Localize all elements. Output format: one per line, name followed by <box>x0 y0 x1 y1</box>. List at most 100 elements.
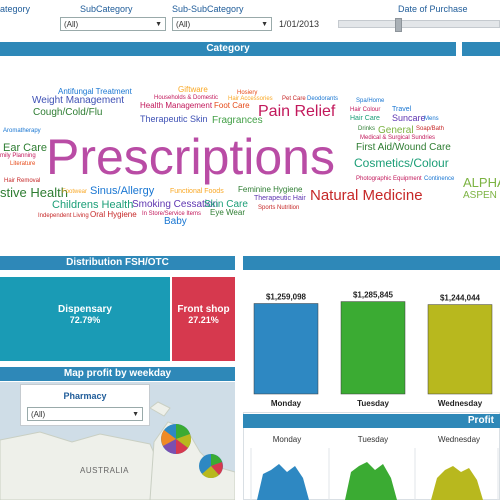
profit-day-label: Monday <box>272 435 302 444</box>
word-cloud-term[interactable]: Travel <box>392 106 412 113</box>
subsubcategory-select-value: (All) <box>176 20 191 29</box>
side-panel-title-bar <box>462 42 500 56</box>
frontshop-label: Front shop <box>177 304 230 315</box>
category-tick-label: Tuesday <box>357 399 389 408</box>
word-cloud-term[interactable]: Medical & Surgical Sundries <box>360 135 436 141</box>
word-cloud-term[interactable]: Suncare <box>392 113 426 123</box>
category-panel-title: Category <box>0 42 456 56</box>
word-cloud-term[interactable]: Prescriptions <box>46 129 335 185</box>
word-cloud-term[interactable]: Eye Wear <box>210 208 245 217</box>
word-cloud-term[interactable]: Feminine Hygiene <box>238 185 303 194</box>
category-tick-label: Wednesday <box>438 399 483 408</box>
weekday-bar[interactable] <box>253 303 319 395</box>
word-cloud-term[interactable]: Deodorants <box>307 96 339 102</box>
word-cloud-term[interactable]: Hair Care <box>350 115 380 122</box>
profit-panel-title-bar: Profit <box>243 414 500 428</box>
profit-map[interactable]: Pharmacy (All) ▼ AUSTRALIA <box>0 382 235 500</box>
word-cloud-term[interactable]: Skin Care <box>204 199 248 210</box>
bar-value-label: $1,244,044 <box>440 294 481 303</box>
profit-day-label: Tuesday <box>357 435 389 444</box>
word-cloud-term[interactable]: In Store/Service Items <box>142 211 202 217</box>
distribution-panel-title: Distribution FSH/OTC <box>0 256 235 270</box>
weekday-bar[interactable] <box>340 301 406 395</box>
category-filter-label: ategory <box>0 4 31 14</box>
bar-value-label: $1,259,098 <box>266 293 307 302</box>
word-cloud-term[interactable]: Health Management <box>140 101 213 110</box>
word-cloud-term[interactable]: Natural Medicine <box>310 187 423 204</box>
word-cloud-term[interactable]: Drinks <box>358 126 376 132</box>
map-pie-marker[interactable] <box>159 422 193 456</box>
word-cloud-term[interactable]: Baby <box>164 216 187 227</box>
tuesday-profit-area <box>345 462 397 500</box>
pharmacy-select[interactable]: (All) ▼ <box>27 407 143 421</box>
word-cloud-term[interactable]: Foot Care <box>214 101 250 110</box>
word-cloud-term[interactable]: Mens <box>424 116 439 122</box>
word-cloud-term[interactable]: Literature <box>10 161 36 167</box>
word-cloud-term[interactable]: ASPEN <box>463 190 497 201</box>
subcategory-filter-label: SubCategory <box>80 4 133 14</box>
word-cloud-term[interactable]: Soap/Bath <box>416 126 445 132</box>
word-cloud-term[interactable]: Smoking Cessation <box>132 199 219 210</box>
chevron-down-icon: ▼ <box>132 411 139 418</box>
word-cloud-term[interactable]: Footwear <box>62 189 88 195</box>
word-cloud-term[interactable]: Oral Hygiene <box>90 210 137 219</box>
word-cloud-term[interactable]: Therapeutic Hair <box>254 195 306 202</box>
pharmacy-filter-card: Pharmacy (All) ▼ <box>20 384 150 426</box>
word-cloud-term[interactable]: Sinus/Allergy <box>90 185 155 197</box>
date-start-value: 1/01/2013 <box>279 19 320 29</box>
wednesday-profit-area <box>431 466 483 500</box>
monday-profit-area <box>257 464 309 500</box>
word-cloud-term[interactable]: Hair Colour <box>350 107 381 113</box>
word-cloud-term[interactable]: Spa/Home <box>356 98 385 104</box>
weekday-bar[interactable] <box>427 304 493 395</box>
word-cloud-term[interactable]: Hair Removal <box>4 178 41 184</box>
word-cloud-term[interactable]: Cosmetics/Colour <box>354 156 449 170</box>
profit-area-charts <box>250 448 499 500</box>
word-cloud-term[interactable]: Continence <box>424 176 455 182</box>
weekday-bar-chart: $1,259,098 Monday $1,285,845 Tuesday $1,244,… <box>253 291 493 408</box>
word-cloud-term[interactable]: First Aid/Wound Care <box>356 142 451 153</box>
profit-panel-title: Profit <box>467 415 494 426</box>
subcategory-select[interactable]: (All) ▼ <box>60 17 166 31</box>
subcategory-select-value: (All) <box>64 20 79 29</box>
subsubcategory-filter-label: Sub-SubCategory <box>172 4 244 14</box>
dispensary-block[interactable]: Dispensary 72.79% <box>0 277 170 361</box>
word-cloud-term[interactable]: Hair Accessories <box>228 96 273 102</box>
date-slider-handle[interactable] <box>395 18 402 32</box>
word-cloud-term[interactable]: General <box>378 125 414 136</box>
word-cloud-term[interactable]: Functional Foods <box>170 188 224 195</box>
word-cloud-term[interactable]: Sports Nutrition <box>258 205 300 211</box>
word-cloud-term[interactable]: Therapeutic Skin <box>140 114 208 124</box>
bar-value-label: $1,285,845 <box>353 291 394 300</box>
chevron-down-icon: ▼ <box>155 21 162 28</box>
dispensary-pct: 72.79% <box>69 315 101 325</box>
word-cloud-term[interactable]: Childrens Health <box>52 199 134 211</box>
profit-day-label: Wednesday <box>437 435 481 444</box>
word-cloud-term[interactable]: Weight Management <box>32 95 125 106</box>
frontshop-pct: 27.21% <box>188 315 219 325</box>
word-cloud-term[interactable]: Photographic Equipment <box>356 176 422 182</box>
word-cloud-term[interactable]: Pain Relief <box>258 103 336 120</box>
pharmacy-filter-label: Pharmacy <box>63 391 107 401</box>
pharmacy-select-value: (All) <box>31 410 46 419</box>
word-cloud-term[interactable]: Hosiery <box>237 90 258 96</box>
word-cloud-term[interactable]: Pet Care <box>282 96 306 102</box>
word-cloud-term[interactable]: Giftware <box>178 85 208 94</box>
frontshop-block[interactable]: Front shop 27.21% <box>172 277 235 361</box>
word-cloud-term[interactable]: Antifungal Treatment <box>58 87 132 96</box>
date-filter-label: Date of Purchase <box>398 4 468 14</box>
map-panel-title: Map profit by weekday <box>0 367 235 381</box>
word-cloud-term[interactable]: Cough/Cold/Flu <box>33 107 103 118</box>
word-cloud-term[interactable]: stive Health <box>0 185 68 200</box>
word-cloud-term[interactable]: Independent Living <box>38 213 89 219</box>
subsubcategory-select[interactable]: (All) ▼ <box>172 17 272 31</box>
word-cloud-term[interactable]: mily Planning <box>0 153 36 159</box>
word-cloud-term[interactable]: Households & Domestic <box>154 95 219 101</box>
map-pie-marker[interactable] <box>197 452 225 480</box>
word-cloud-term[interactable]: Fragrances <box>212 115 263 126</box>
word-cloud-term[interactable]: Aromatherapy <box>3 128 41 134</box>
word-cloud-term[interactable]: Ear Care <box>3 142 48 154</box>
date-range-slider[interactable] <box>338 18 500 32</box>
distribution-treemap: Dispensary 72.79% Front shop 27.21% <box>0 277 235 361</box>
